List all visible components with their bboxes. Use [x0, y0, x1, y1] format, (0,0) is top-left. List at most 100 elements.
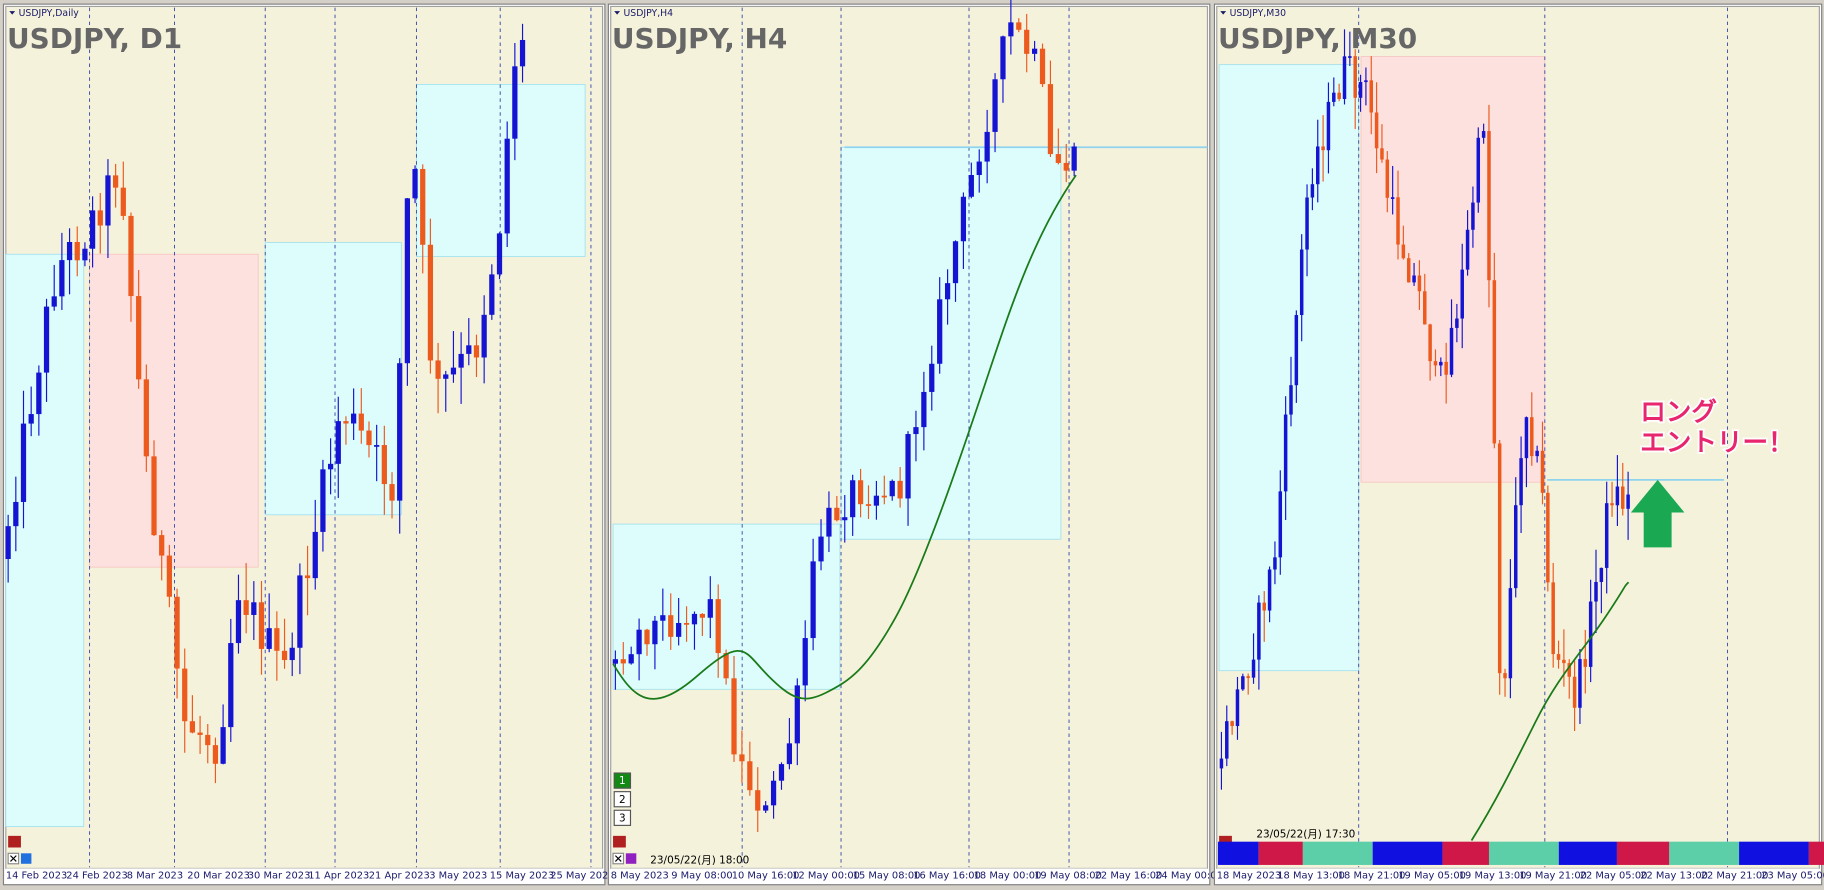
candle-body [1513, 505, 1518, 589]
signal-bar [1302, 841, 1373, 865]
candle-body [652, 620, 658, 645]
candle-body [715, 599, 721, 654]
date-label: 22 May 16:00 [1095, 870, 1163, 881]
candle-body [489, 274, 495, 315]
candle-body [1401, 244, 1406, 259]
date-label: 25 May 2023 [550, 870, 614, 881]
candle-body [747, 761, 753, 791]
candle-body [739, 754, 745, 762]
candle-body [929, 363, 935, 392]
tab-button[interactable] [613, 791, 632, 808]
chart-title: USDJPY, D1 [7, 22, 182, 55]
date-strip [5, 868, 603, 883]
candle-body [1369, 80, 1374, 113]
candle-body [865, 504, 872, 506]
date-label: 19 May 13:00 [1459, 870, 1527, 881]
candle-body [1299, 249, 1304, 316]
moving-average [1470, 581, 1630, 841]
close-glyph [10, 855, 17, 862]
range-box [840, 146, 1062, 540]
candle-body [458, 353, 464, 368]
candle-body [504, 138, 510, 234]
minimize-button[interactable] [8, 835, 21, 848]
candle-body [834, 507, 840, 521]
close-glyph [614, 855, 622, 862]
candle-body [1423, 291, 1427, 325]
candle-body [1615, 486, 1620, 506]
candle-body [723, 653, 729, 679]
candle-body [443, 374, 449, 379]
candle-body [755, 790, 761, 811]
candle-body [1599, 567, 1604, 582]
candle-body [826, 507, 832, 537]
candle-body [174, 596, 180, 669]
candle-body [412, 168, 418, 199]
signal-bar [1442, 841, 1489, 865]
candle-body [404, 198, 410, 364]
candle-body [1465, 229, 1470, 270]
symbol-label: USDJPY,M30 [1230, 8, 1287, 19]
candle-body [770, 780, 777, 806]
candle-body [289, 647, 295, 661]
candle-body [1262, 602, 1266, 611]
tab-label: 1 [619, 775, 626, 787]
date-label: 22 May 13:00 [1640, 870, 1708, 881]
date-label: 15 May 08:00 [853, 870, 921, 881]
candle-body [74, 242, 80, 261]
candle-body [1428, 324, 1432, 362]
candle-body [1380, 148, 1384, 160]
candle-body [1476, 137, 1481, 203]
date-label: 16 May 16:00 [913, 870, 981, 881]
candle-body [1310, 184, 1315, 198]
candle-body [968, 175, 974, 197]
candle-body [220, 727, 226, 764]
tab-button[interactable] [613, 772, 632, 789]
candle-body [66, 242, 73, 261]
date-label: 19 May 21:00 [1519, 870, 1587, 881]
candle-body [274, 628, 280, 651]
candle-body [1530, 417, 1534, 457]
candle-body [1047, 84, 1054, 155]
candle-body [304, 575, 311, 579]
candle-body [43, 306, 50, 373]
annotation: ロング [1640, 398, 1717, 428]
candle-body [381, 445, 387, 485]
candle-body [5, 526, 11, 559]
tab-button[interactable] [613, 809, 632, 826]
candle-body [1031, 48, 1038, 54]
candle-body [113, 175, 119, 188]
candle-body [636, 629, 642, 655]
candle-body [1241, 676, 1245, 690]
candle-body [36, 372, 42, 415]
date-label: 14 Feb 2023 [6, 870, 67, 881]
candle-body [435, 360, 441, 379]
option-button[interactable] [20, 853, 32, 864]
date-label: 23 May 05:00 [1761, 870, 1824, 881]
tab-label: 2 [619, 794, 626, 806]
candle-body [1267, 569, 1272, 611]
candle-body [1449, 327, 1454, 375]
option-button[interactable] [625, 853, 637, 864]
candle-body [228, 643, 234, 728]
candle-body [1578, 659, 1582, 708]
candle-body [28, 414, 34, 424]
candle-body [1412, 275, 1416, 283]
minimize-button[interactable] [613, 835, 626, 848]
candle-body [312, 531, 318, 579]
candle-body [1251, 659, 1256, 678]
symbol-label: USDJPY,H4 [624, 8, 674, 19]
candle-body [1551, 582, 1555, 655]
candle-body [1230, 721, 1234, 727]
candle-body [358, 413, 364, 431]
candle-body [1519, 458, 1523, 506]
candle-body [450, 367, 457, 375]
candle-body [1460, 269, 1464, 319]
date-label: 18 May 2023 [1217, 870, 1281, 881]
candle-body [850, 480, 856, 518]
time-label: 23/05/22(月) 17:30 [1256, 829, 1355, 841]
candle-body [612, 659, 618, 664]
range-box [1218, 64, 1360, 672]
signal-bar [1739, 841, 1809, 865]
candle-body [1503, 673, 1507, 679]
